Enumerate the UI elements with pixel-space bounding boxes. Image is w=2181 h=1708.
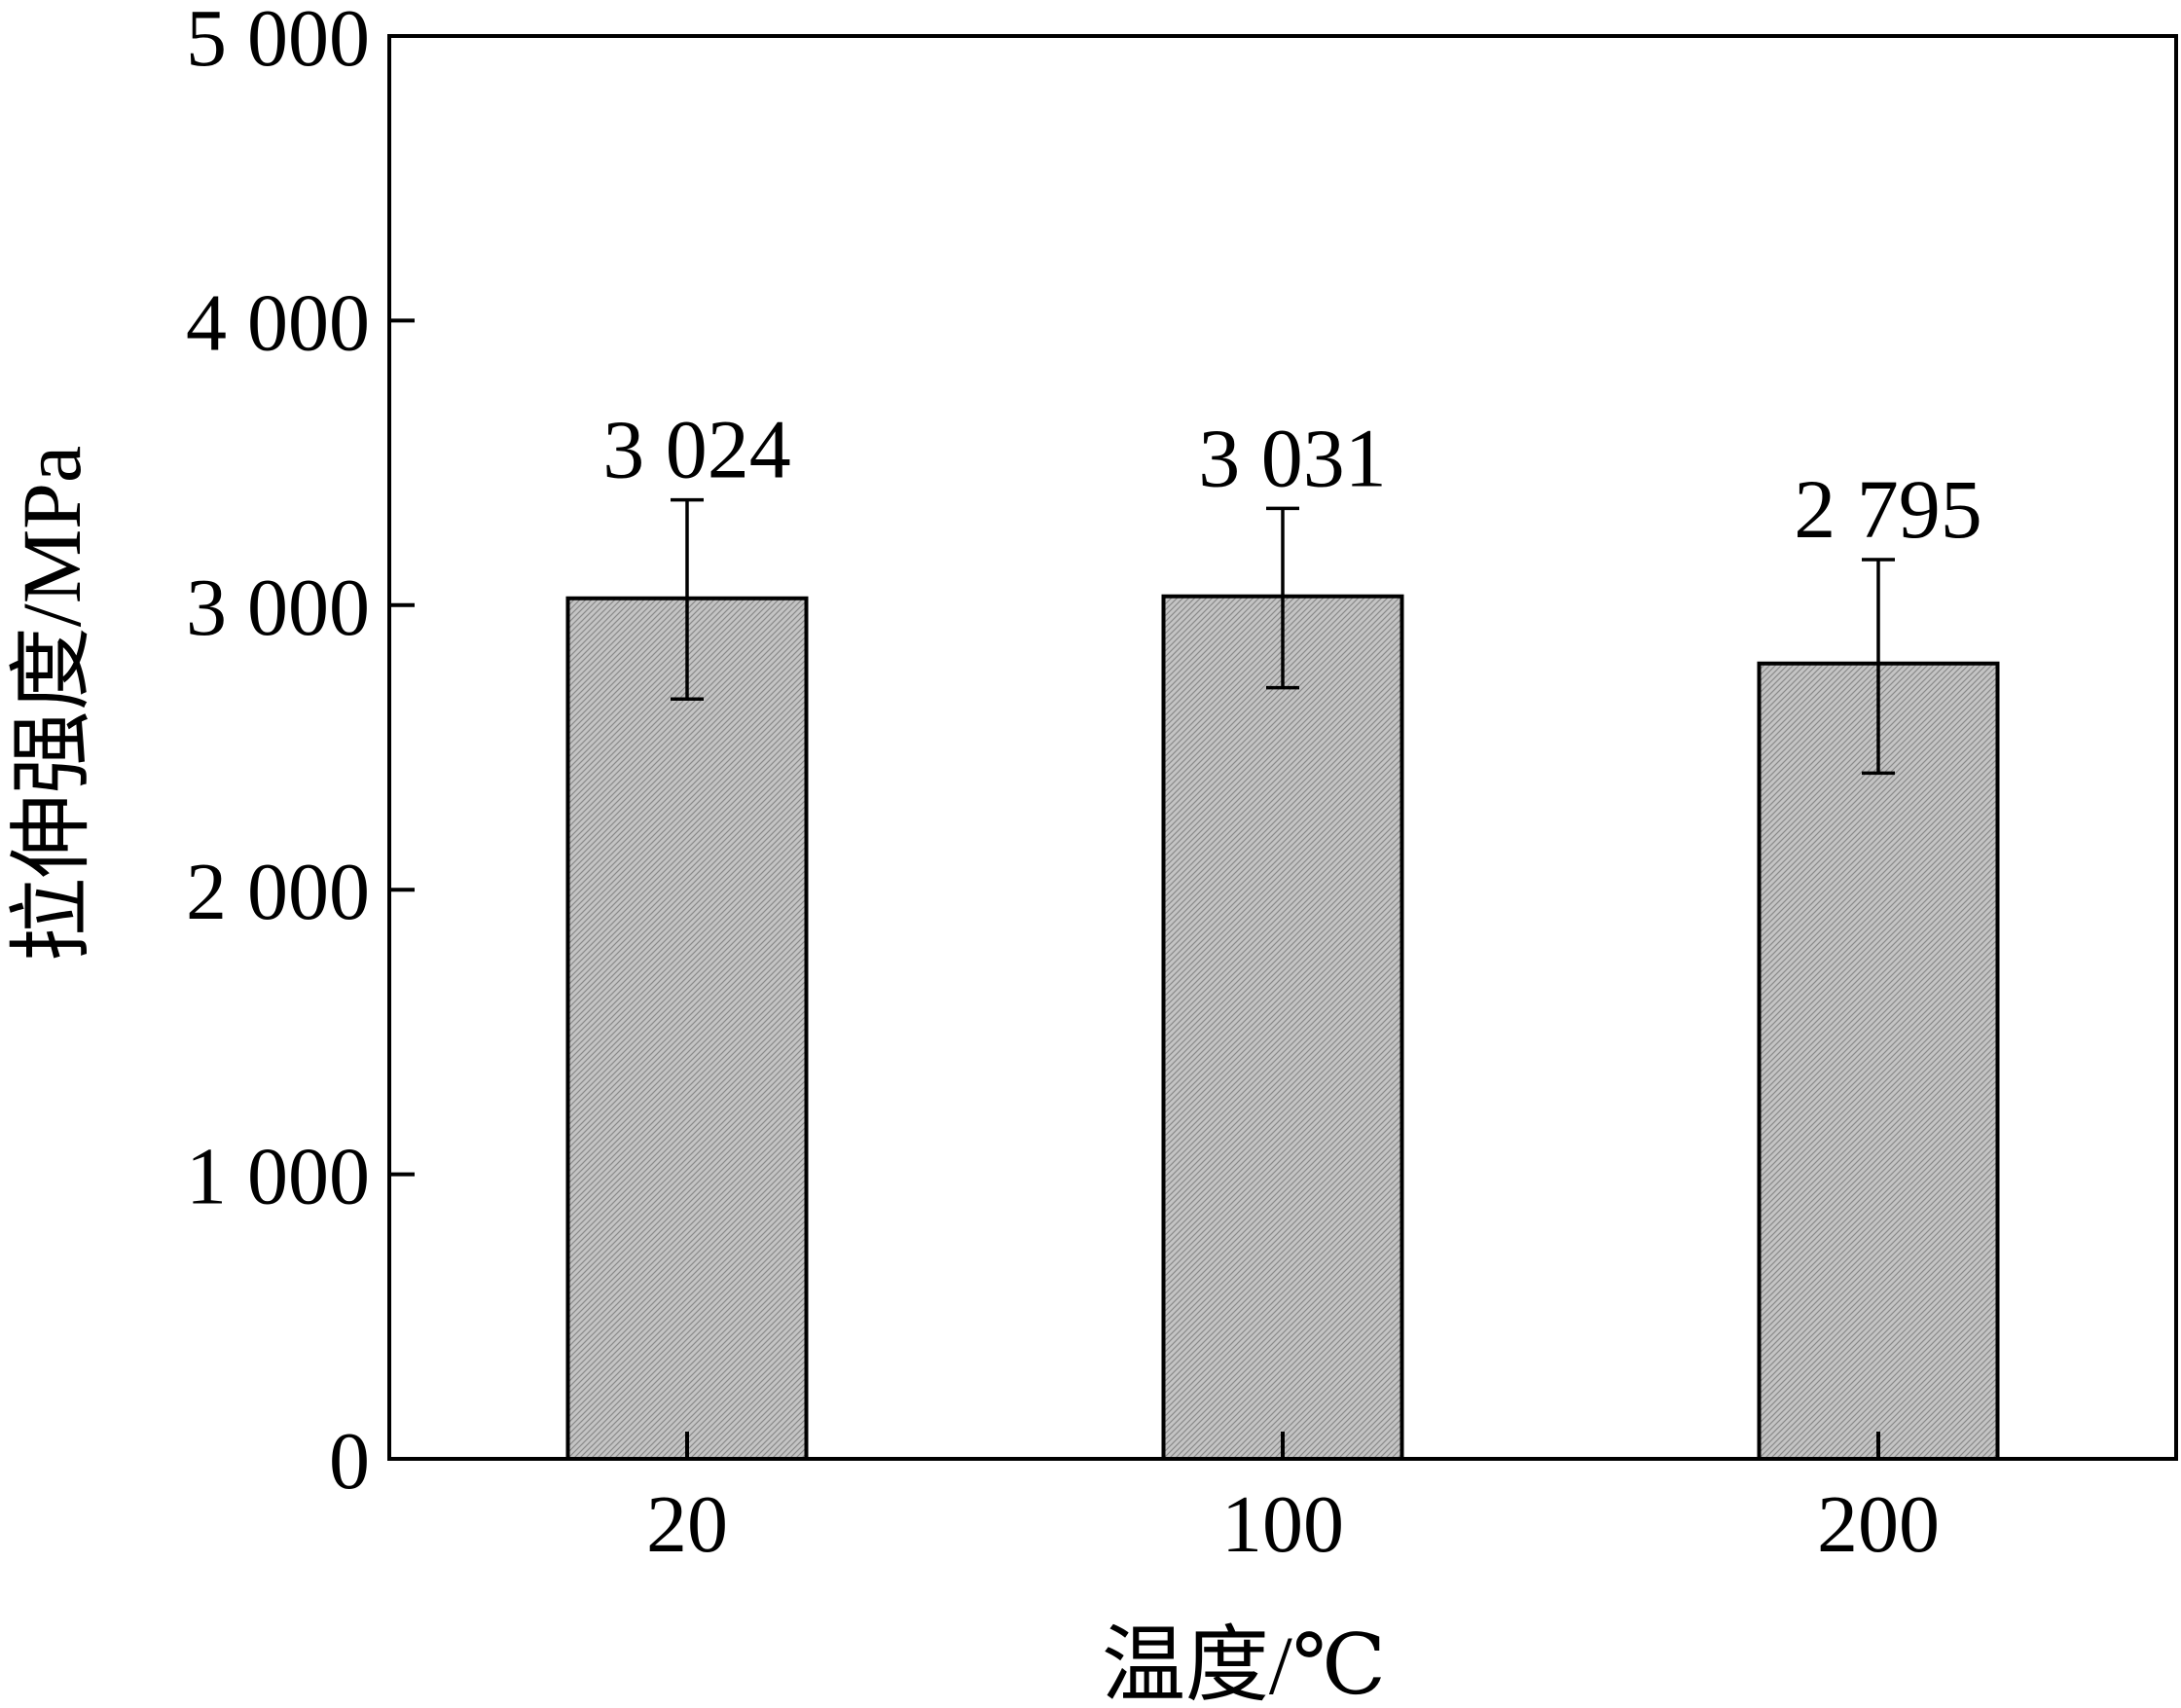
y-tick-label: 0 [329,1416,370,1507]
y-axis-title: 拉伸强度/MPa [5,446,98,962]
bar [565,596,809,1461]
x-tick-label: 100 [1221,1479,1344,1570]
y-tick-label: 5 000 [186,0,370,84]
x-axis: 20 100 200 [646,1432,1940,1570]
bar [1757,661,2000,1461]
data-label: 2 795 [1794,462,1982,556]
bar [1161,594,1404,1461]
data-label: 3 024 [602,403,791,496]
error-bars [671,497,1895,776]
y-tick-label: 1 000 [186,1132,370,1222]
y-axis: 0 1 000 2 000 3 000 4 000 5 000 [186,0,415,1507]
data-labels: 3 024 3 031 2 795 [602,403,1982,556]
x-axis-title: 温度/℃ [1102,1618,1386,1708]
x-tick-label: 20 [646,1479,728,1570]
x-tick-label: 200 [1817,1479,1940,1570]
y-tick-label: 2 000 [186,847,370,937]
y-tick-label: 4 000 [186,277,370,368]
y-tick-label: 3 000 [186,563,370,653]
data-label: 3 031 [1198,411,1387,504]
bars [565,594,2000,1461]
plot-frame [387,34,2178,1461]
